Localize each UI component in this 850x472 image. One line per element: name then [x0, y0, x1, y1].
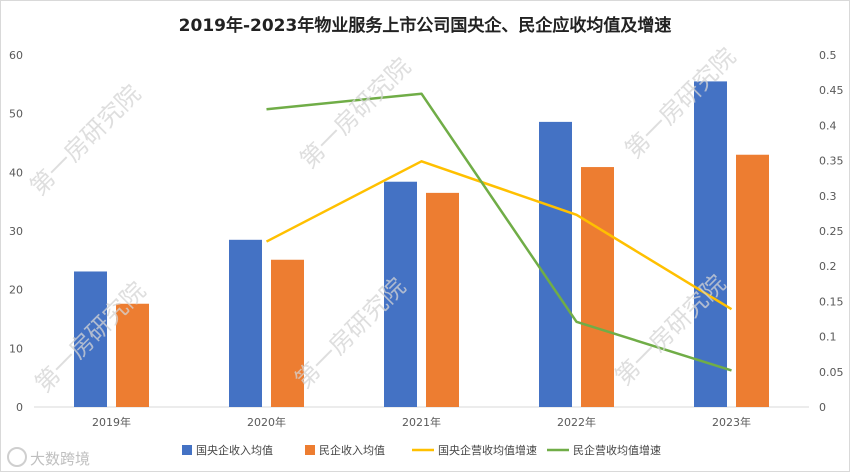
y-left-tick-label: 20	[9, 284, 23, 297]
x-tick-label: 2020年	[247, 415, 286, 429]
y-left-tick-label: 40	[9, 166, 23, 179]
series-line	[265, 160, 733, 311]
brand-text: 大数跨境	[30, 450, 91, 468]
series-line	[266, 92, 732, 372]
legend-swatch	[182, 445, 192, 455]
y-right-tick-label: 0.15	[819, 295, 844, 308]
y-right-tick-label: 0.3	[819, 190, 837, 203]
chart-title: 2019年-2023年物业服务上市公司国央企、民企应收均值及增速	[178, 16, 672, 36]
legend-label: 国央企收入均值	[196, 443, 273, 457]
x-tick-label: 2021年	[402, 415, 441, 429]
legend-label: 国央企营收均值增速	[438, 443, 537, 457]
bar	[116, 303, 149, 407]
bar	[736, 154, 769, 407]
y-left-tick-label: 60	[9, 49, 23, 62]
y-left-tick-label: 0	[16, 401, 23, 414]
x-tick-label: 2023年	[712, 415, 751, 429]
legend-label: 民企收入均值	[319, 443, 385, 457]
y-right-tick-label: 0.2	[819, 260, 837, 273]
y-right-tick-label: 0.1	[819, 331, 837, 344]
brand-watermark: 大数跨境	[7, 447, 90, 469]
legend-label: 民企营收均值增速	[573, 443, 661, 457]
bar	[581, 167, 614, 407]
bar	[539, 121, 572, 407]
x-tick-label: 2019年	[92, 415, 131, 429]
y-right-tick-label: 0	[819, 401, 826, 414]
y-right-tick-label: 0.25	[819, 225, 844, 238]
y-right-tick-label: 0.05	[819, 366, 844, 379]
bar	[384, 181, 417, 407]
y-left-tick-label: 50	[9, 108, 23, 121]
legend-swatch	[305, 445, 315, 455]
watermark-logo-icon	[7, 447, 27, 467]
x-tick-label: 2022年	[557, 415, 596, 429]
y-right-tick-label: 0.4	[819, 119, 837, 132]
y-right-tick-label: 0.5	[819, 49, 837, 62]
y-right-tick-label: 0.45	[819, 84, 844, 97]
watermark-text: 第一房研究院	[295, 53, 417, 175]
bar	[229, 239, 262, 407]
bar	[271, 259, 304, 407]
y-left-tick-label: 10	[9, 342, 23, 355]
bar	[426, 192, 459, 407]
bar	[694, 81, 727, 408]
watermark-text: 第一房研究院	[25, 80, 147, 202]
bar	[74, 271, 107, 407]
y-right-tick-label: 0.35	[819, 155, 844, 168]
y-left-tick-label: 30	[9, 225, 23, 238]
